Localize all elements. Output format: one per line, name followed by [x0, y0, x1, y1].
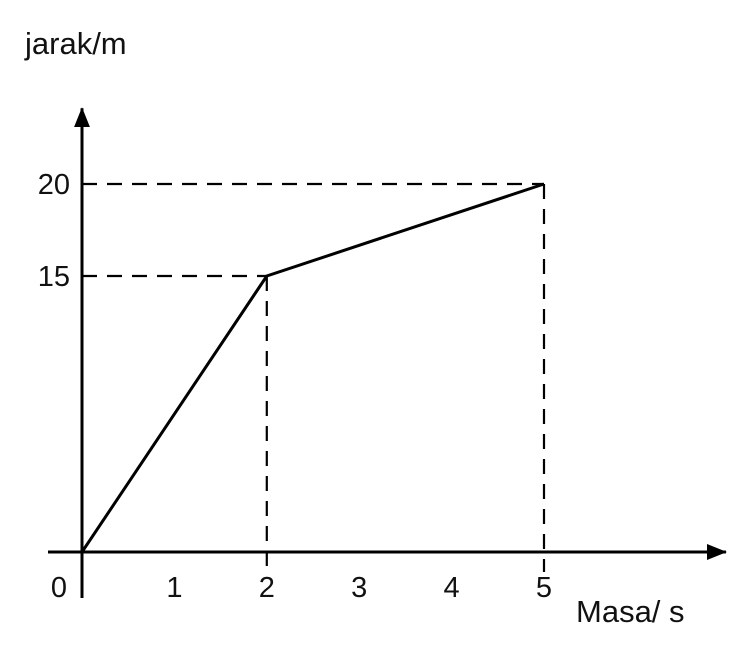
- origin-label: 0: [51, 572, 67, 604]
- guide-lines: [82, 182, 546, 572]
- x-tick-label-3: 3: [351, 572, 367, 604]
- y-tick-label-15: 15: [38, 261, 70, 293]
- x-tick-label-4: 4: [444, 572, 460, 604]
- y-tick-label-20: 20: [38, 169, 70, 201]
- x-tick-label-5: 5: [536, 572, 552, 604]
- x-axis-title: Masa/ s: [576, 594, 685, 629]
- x-tick-label-2: 2: [259, 572, 275, 604]
- x-tick-label-1: 1: [166, 572, 182, 604]
- series-line-0: [80, 182, 545, 553]
- y-axis-title: jarak/m: [24, 26, 127, 61]
- x-tick-labels: 1 2 3 4 5: [166, 572, 552, 604]
- series-layer: [80, 182, 545, 553]
